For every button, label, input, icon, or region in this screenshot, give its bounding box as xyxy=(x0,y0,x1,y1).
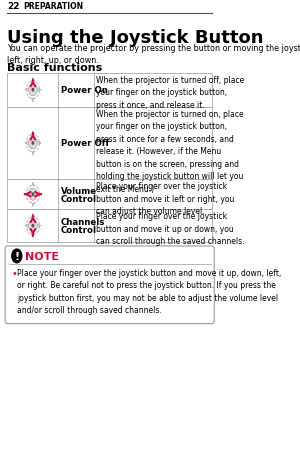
Text: Channels: Channels xyxy=(61,218,105,226)
Circle shape xyxy=(32,142,34,145)
Text: Place your finger over the joystick
button and move it left or right, you
can ad: Place your finger over the joystick butt… xyxy=(96,182,234,216)
Circle shape xyxy=(32,193,34,197)
Circle shape xyxy=(28,189,37,201)
Text: NOTE: NOTE xyxy=(25,251,59,261)
Text: 22: 22 xyxy=(7,2,20,11)
Text: !: ! xyxy=(14,251,20,261)
Text: Power On: Power On xyxy=(61,86,108,95)
Circle shape xyxy=(32,224,34,228)
Circle shape xyxy=(28,220,37,232)
Text: When the projector is turned off, place
your finger on the joystick button,
pres: When the projector is turned off, place … xyxy=(96,75,244,110)
Text: Place your finger over the joystick button and move it up, down, left,
or right.: Place your finger over the joystick butt… xyxy=(17,268,281,315)
Text: Control: Control xyxy=(61,225,97,235)
Circle shape xyxy=(28,138,37,150)
Bar xyxy=(7,210,212,243)
Text: •: • xyxy=(12,268,18,278)
Bar xyxy=(7,180,212,210)
Bar xyxy=(7,74,212,107)
FancyBboxPatch shape xyxy=(5,246,214,324)
Circle shape xyxy=(12,250,22,263)
Bar xyxy=(7,107,212,180)
Text: Volume: Volume xyxy=(61,186,97,195)
Circle shape xyxy=(32,88,34,93)
Text: Place your finger over the joystick
button and move it up or down, you
can scrol: Place your finger over the joystick butt… xyxy=(96,212,244,245)
Text: Power Off: Power Off xyxy=(61,139,109,148)
Text: Control: Control xyxy=(61,194,97,203)
Text: PREPARATION: PREPARATION xyxy=(23,2,83,11)
Text: Basic functions: Basic functions xyxy=(7,63,103,73)
Text: Using the Joystick Button: Using the Joystick Button xyxy=(7,29,264,47)
Text: When the projector is turned on, place
your finger on the joystick button,
press: When the projector is turned on, place y… xyxy=(96,109,243,193)
Text: You can operate the projector by pressing the button or moving the joystick
left: You can operate the projector by pressin… xyxy=(7,44,300,65)
Circle shape xyxy=(28,85,37,96)
